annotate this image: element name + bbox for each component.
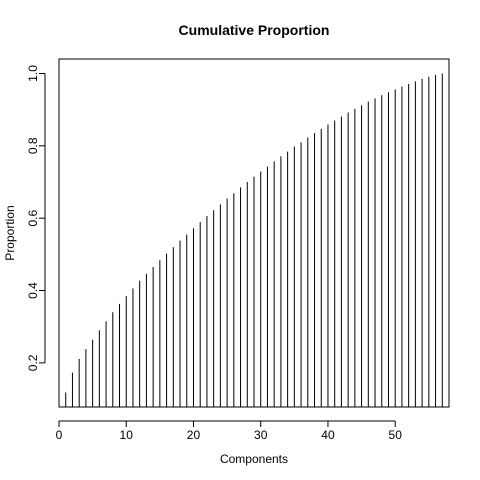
y-axis: 0.2 0.4 0.6 0.8 1.0 [26,65,46,371]
chart-title: Cumulative Proportion [179,22,330,38]
x-axis-label: Components [220,452,288,466]
x-tick-label: 30 [254,428,268,442]
x-tick-label: 50 [389,428,403,442]
y-tick-label: 1.0 [26,65,40,82]
x-tick-label: 40 [321,428,335,442]
bars-group [65,73,443,407]
x-tick-label: 0 [56,428,63,442]
y-tick-label: 0.6 [26,210,40,227]
x-tick-label: 20 [187,428,201,442]
y-tick-label: 0.4 [26,282,40,299]
x-axis: 0 10 20 30 40 50 [56,420,403,442]
y-axis-label: Proportion [3,205,17,260]
y-tick-label: 0.8 [26,137,40,154]
x-tick-label: 10 [120,428,134,442]
y-tick-label: 0.2 [26,354,40,371]
